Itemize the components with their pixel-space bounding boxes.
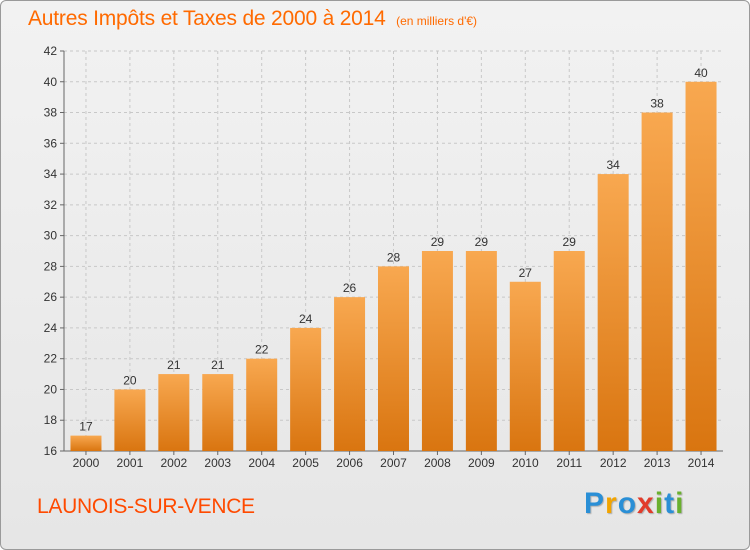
bar-2011: [553, 251, 585, 451]
data-label-2003: 21: [211, 358, 225, 372]
y-tick-label: 26: [44, 290, 58, 304]
bar-2006: [334, 297, 366, 451]
x-tick-label-2009: 2009: [468, 456, 495, 470]
y-tick-label: 16: [44, 444, 58, 458]
data-label-2014: 40: [694, 66, 708, 80]
bar-2013: [641, 112, 673, 452]
data-label-2009: 29: [475, 235, 489, 249]
x-tick-label-2005: 2005: [292, 456, 319, 470]
chart-title: Autres Impôts et Taxes de 2000 à 2014: [28, 7, 386, 30]
bar-2014: [685, 81, 717, 452]
data-label-2007: 28: [387, 250, 401, 264]
logo-letter: o: [617, 487, 638, 520]
y-tick-label: 34: [44, 167, 58, 181]
commune-name: LAUNOIS-SUR-VENCE: [37, 495, 255, 518]
bar-2003: [202, 374, 234, 451]
x-tick-label-2010: 2010: [512, 456, 539, 470]
bars: [70, 81, 717, 452]
logo-letter: i: [675, 487, 685, 520]
y-tick-label: 38: [44, 106, 58, 120]
x-tick-label-2006: 2006: [336, 456, 363, 470]
chart-subtitle: (en milliers d'€): [396, 14, 478, 28]
logo-letter: x: [637, 487, 655, 520]
y-tick-label: 42: [44, 44, 58, 58]
data-label-2012: 34: [606, 158, 620, 172]
data-label-2002: 21: [167, 358, 181, 372]
data-label-2000: 17: [79, 420, 93, 434]
x-tick-label-2012: 2012: [600, 456, 627, 470]
y-tick-label: 32: [44, 198, 58, 212]
logo-letter: r: [605, 487, 618, 520]
x-tick-label-2014: 2014: [688, 456, 715, 470]
bar-2010: [509, 281, 541, 451]
y-tick-label: 22: [44, 352, 58, 366]
chart-header: Autres Impôts et Taxes de 2000 à 2014 (e…: [28, 7, 477, 31]
x-tick-label-2008: 2008: [424, 456, 451, 470]
data-label-2005: 24: [299, 312, 313, 326]
x-tick-label-2000: 2000: [73, 456, 100, 470]
x-tick-label-2004: 2004: [248, 456, 275, 470]
labels: 16 18 20 22 24 26 28 30 32 34 36 38 40 42 17 2000 20 2001…: [44, 44, 715, 470]
bar-2000: [70, 435, 102, 451]
y-tick-label: 24: [44, 321, 58, 335]
proxiti-logo: Proxiti: [584, 487, 684, 521]
logo-letter: P: [584, 487, 606, 520]
bar-2012: [597, 174, 629, 452]
bar-2001: [114, 389, 146, 451]
y-tick-label: 36: [44, 136, 58, 150]
bar-2007: [378, 266, 409, 451]
data-label-2004: 22: [255, 343, 269, 357]
y-tick-label: 18: [44, 413, 58, 427]
x-tick-label-2001: 2001: [117, 456, 144, 470]
bar-2005: [290, 327, 322, 451]
data-label-2013: 38: [650, 97, 664, 111]
data-label-2001: 20: [123, 373, 137, 387]
x-tick-label-2007: 2007: [380, 456, 407, 470]
y-tick-label: 20: [44, 382, 58, 396]
logo-letter: t: [664, 487, 676, 520]
bar-2004: [246, 358, 278, 451]
x-tick-label-2013: 2013: [644, 456, 671, 470]
y-tick-label: 40: [44, 75, 58, 89]
bar-2009: [465, 251, 497, 451]
data-label-2008: 29: [431, 235, 445, 249]
bar-2008: [421, 251, 453, 451]
data-label-2011: 29: [563, 235, 577, 249]
y-tick-label: 28: [44, 259, 58, 273]
x-tick-label-2011: 2011: [556, 456, 582, 470]
data-label-2010: 27: [519, 266, 533, 280]
x-tick-label-2003: 2003: [204, 456, 231, 470]
x-tick-label-2002: 2002: [160, 456, 187, 470]
data-label-2006: 26: [343, 281, 357, 295]
logo-letter: i: [654, 487, 665, 520]
y-tick-label: 30: [44, 229, 58, 243]
bar-2002: [158, 374, 190, 451]
